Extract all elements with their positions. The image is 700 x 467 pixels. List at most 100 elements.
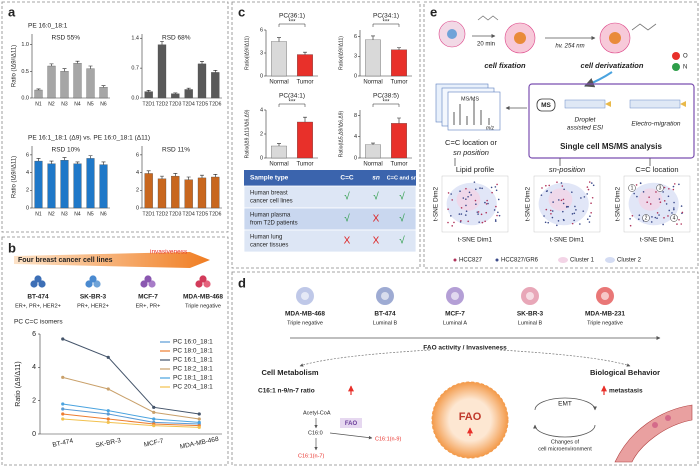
scatter-dot bbox=[587, 188, 590, 191]
x-tick-label: N2 bbox=[48, 211, 55, 217]
error-bar bbox=[200, 174, 204, 178]
y-tick-label: 0 bbox=[354, 73, 357, 79]
legend-dot bbox=[453, 258, 457, 262]
callout-label: 2 bbox=[645, 216, 648, 222]
capillary bbox=[564, 99, 606, 109]
cell-icon bbox=[195, 280, 203, 288]
cell-subtype: Triple negative bbox=[185, 303, 221, 309]
point bbox=[106, 409, 110, 413]
x-tick-label: N1 bbox=[35, 211, 42, 217]
y-tick-label: 0 bbox=[26, 205, 29, 211]
scatter-dot bbox=[473, 181, 476, 183]
scatter-dot bbox=[636, 195, 638, 198]
error-bar bbox=[173, 173, 178, 177]
error-bar bbox=[277, 37, 281, 42]
scatter-dot bbox=[486, 199, 488, 202]
scatter-dot bbox=[497, 198, 500, 201]
table-header-cell: Sample type bbox=[250, 175, 289, 182]
scatter-dot bbox=[552, 201, 554, 203]
molecule bbox=[477, 15, 499, 21]
panel-label: b bbox=[8, 240, 16, 255]
scatter-dot bbox=[629, 224, 632, 227]
scatter-dot bbox=[494, 219, 497, 221]
scatter-dot bbox=[543, 215, 545, 217]
scatter-dot bbox=[567, 205, 569, 208]
atom-icon bbox=[672, 63, 680, 71]
scatter-dot bbox=[662, 223, 664, 226]
x-tick-label: N4 bbox=[74, 211, 81, 217]
point bbox=[61, 337, 65, 341]
scatter-dot bbox=[557, 220, 560, 222]
atom-label: O bbox=[683, 54, 688, 60]
left-title: Cell Metabolism bbox=[261, 368, 318, 377]
scatter-dot bbox=[673, 183, 676, 185]
panel-d-box bbox=[231, 271, 699, 466]
scatter-dot bbox=[474, 199, 477, 202]
scatter-dot bbox=[562, 210, 564, 213]
scatter-dot bbox=[575, 209, 577, 211]
series-line bbox=[62, 418, 200, 428]
series-line bbox=[62, 413, 200, 427]
cell-name: SK-BR-3 bbox=[517, 311, 544, 318]
table-cell: √ bbox=[344, 213, 350, 225]
analysis-box bbox=[528, 83, 695, 159]
cell-subtype: ER+, PR+ bbox=[136, 303, 161, 309]
callout bbox=[670, 214, 678, 222]
point bbox=[197, 412, 201, 416]
scatter-dot bbox=[574, 205, 576, 208]
molecule bbox=[631, 23, 657, 31]
scatter-dot bbox=[556, 181, 558, 183]
bar bbox=[144, 173, 153, 209]
x-tick-label: T2D2 bbox=[156, 211, 168, 217]
fao-box-label: FAO bbox=[345, 421, 358, 427]
scatter-dot bbox=[588, 221, 591, 223]
scatter-dot bbox=[447, 208, 449, 210]
y-tick-label: 0 bbox=[32, 431, 36, 438]
bar bbox=[73, 63, 82, 99]
scatter-dot bbox=[654, 216, 657, 219]
msms: MS/MS bbox=[461, 96, 479, 102]
scatter-dot bbox=[459, 190, 461, 192]
time: 20 min bbox=[477, 42, 495, 48]
y-tick-label: 4 bbox=[260, 107, 263, 113]
scatter-dot bbox=[676, 223, 678, 225]
scatter-dot bbox=[551, 210, 554, 212]
cell-icon bbox=[665, 415, 671, 421]
scatter-dot bbox=[465, 204, 467, 207]
scatter-dot bbox=[639, 182, 642, 184]
cell-icon bbox=[38, 280, 46, 288]
point bbox=[197, 417, 201, 421]
y-axis-label: Ratio(IΔ9,Δ11/IΔ6,Δ9) bbox=[244, 109, 250, 158]
scatter-dot bbox=[451, 225, 454, 227]
panel-e-box bbox=[423, 1, 699, 269]
table-row bbox=[243, 207, 417, 231]
bar bbox=[171, 93, 180, 99]
ratio-label: C16:1 n-9/n-7 ratio bbox=[258, 388, 315, 395]
point bbox=[106, 417, 110, 421]
y-axis-label: t-SNE Dim2 bbox=[615, 186, 622, 221]
x-tick-label: Normal bbox=[269, 80, 288, 86]
series-line bbox=[62, 408, 200, 425]
error-bar bbox=[146, 90, 151, 92]
bar bbox=[271, 145, 287, 159]
cell-subtype: Triple negative bbox=[287, 320, 323, 326]
legend-label: PC 16:1_18:1 bbox=[173, 357, 213, 364]
y-axis-label: Ratio(IΔ9/IΔ11) bbox=[244, 36, 250, 70]
y-axis-label: t-SNE Dim2 bbox=[525, 186, 532, 221]
bar bbox=[211, 176, 220, 209]
point bbox=[197, 420, 201, 424]
scatter-dot bbox=[678, 218, 680, 221]
metabolite: C16:1(n-7) bbox=[298, 453, 324, 459]
y-tick-label: 6 bbox=[136, 152, 139, 158]
error-bar bbox=[213, 69, 218, 73]
error-bar bbox=[36, 158, 41, 162]
point bbox=[106, 420, 110, 424]
x-tick-label: N3 bbox=[61, 211, 68, 217]
scatter-dot bbox=[646, 201, 648, 204]
error-bar bbox=[213, 174, 218, 177]
point bbox=[152, 410, 156, 414]
y-tick-label: 0.7 bbox=[131, 66, 139, 72]
ms-icon bbox=[536, 98, 556, 112]
scatter-dot bbox=[450, 193, 452, 195]
plot-title: C=C location bbox=[635, 165, 678, 174]
